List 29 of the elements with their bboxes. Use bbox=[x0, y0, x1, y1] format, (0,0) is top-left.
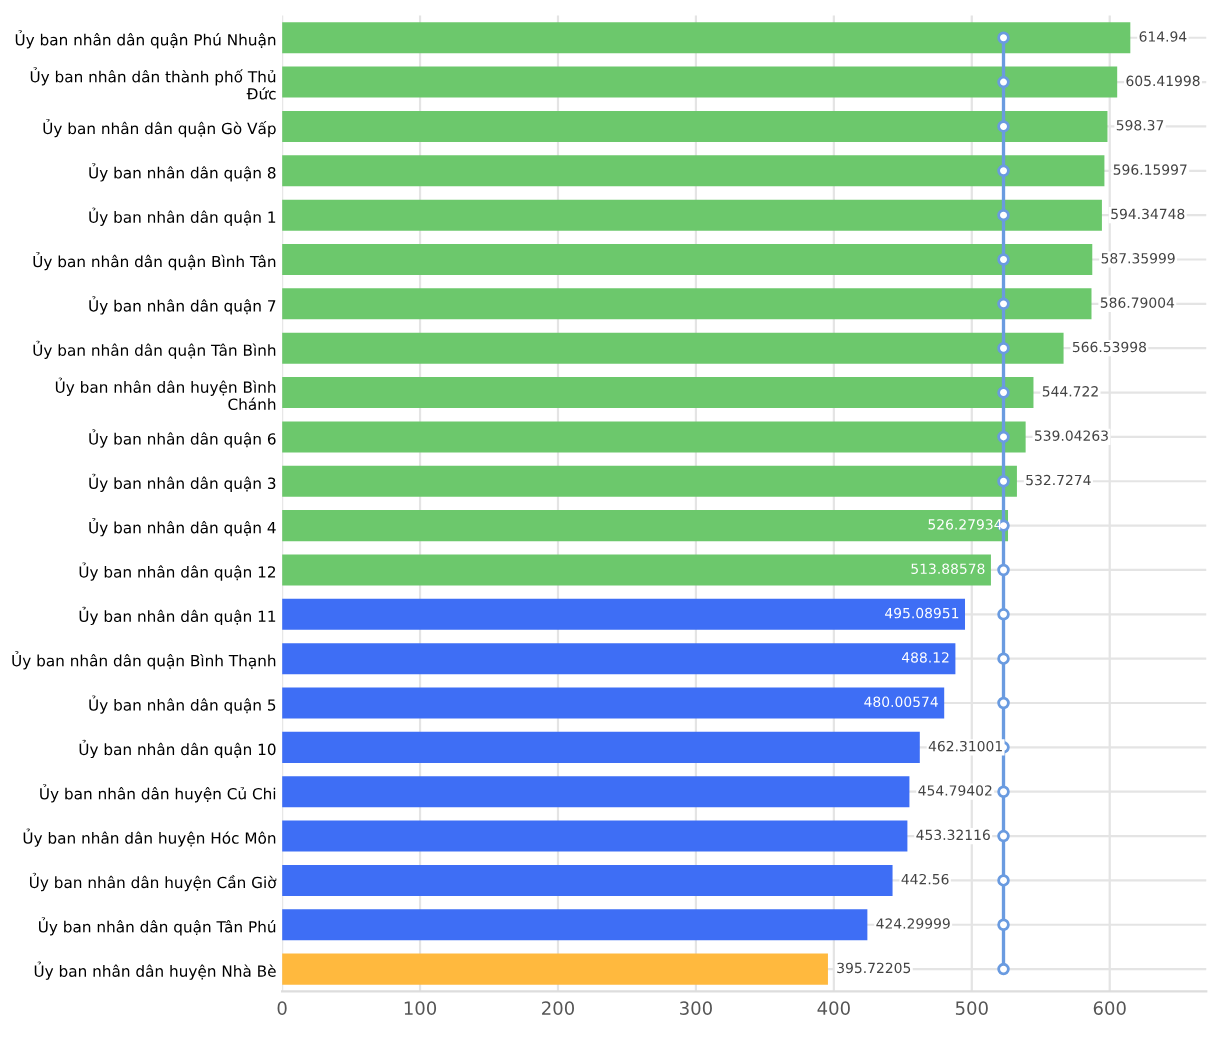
bar bbox=[282, 421, 1026, 453]
bar bbox=[282, 110, 1108, 142]
bar bbox=[282, 864, 893, 896]
bar bbox=[282, 66, 1118, 98]
x-tick-label: 600 bbox=[1093, 1001, 1126, 1015]
bar bbox=[282, 199, 1102, 231]
bar bbox=[282, 598, 966, 630]
bar bbox=[282, 22, 1131, 54]
bar bbox=[282, 776, 910, 808]
bar bbox=[282, 465, 1017, 497]
bar bbox=[282, 332, 1064, 364]
bar bbox=[282, 288, 1092, 320]
x-tick-label: 500 bbox=[955, 1001, 988, 1015]
bar bbox=[282, 687, 945, 719]
bar bbox=[282, 953, 828, 985]
bar bbox=[282, 909, 868, 941]
bar bbox=[282, 510, 1009, 542]
bar bbox=[282, 243, 1093, 276]
bar bbox=[282, 377, 1034, 409]
x-tick-label: 0 bbox=[277, 1001, 287, 1015]
x-tick-label: 100 bbox=[404, 1001, 437, 1015]
x-tick-label: 200 bbox=[542, 1001, 575, 1015]
bar bbox=[282, 731, 920, 763]
bar bbox=[282, 820, 908, 852]
bar bbox=[282, 155, 1105, 187]
bar bbox=[282, 554, 991, 586]
x-tick-label: 300 bbox=[680, 1001, 712, 1015]
x-tick-label: 400 bbox=[817, 1001, 850, 1015]
bar bbox=[282, 643, 956, 675]
